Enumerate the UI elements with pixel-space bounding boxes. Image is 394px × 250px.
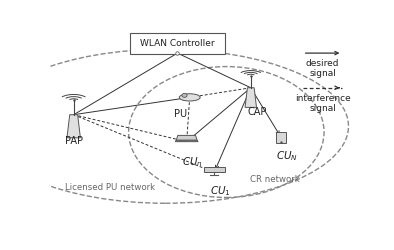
Text: $CU_N$: $CU_N$	[276, 149, 299, 163]
Text: Licensed PU network: Licensed PU network	[65, 183, 154, 192]
Polygon shape	[245, 88, 256, 108]
Text: WLAN Controller: WLAN Controller	[140, 39, 215, 48]
Text: interference
signal: interference signal	[295, 94, 350, 113]
Text: desired
signal: desired signal	[306, 59, 339, 78]
Text: CAP: CAP	[247, 107, 267, 117]
Polygon shape	[175, 140, 198, 142]
Polygon shape	[176, 136, 197, 140]
FancyBboxPatch shape	[130, 33, 225, 54]
Ellipse shape	[182, 94, 187, 97]
Text: $CU_1$: $CU_1$	[210, 184, 230, 198]
Text: PU: PU	[174, 109, 187, 119]
Polygon shape	[67, 115, 80, 138]
Ellipse shape	[179, 94, 200, 101]
Text: $CU_n$: $CU_n$	[182, 155, 203, 169]
Polygon shape	[276, 132, 286, 143]
Text: CR network: CR network	[250, 175, 300, 184]
Polygon shape	[204, 167, 225, 172]
Text: PAP: PAP	[65, 136, 83, 146]
